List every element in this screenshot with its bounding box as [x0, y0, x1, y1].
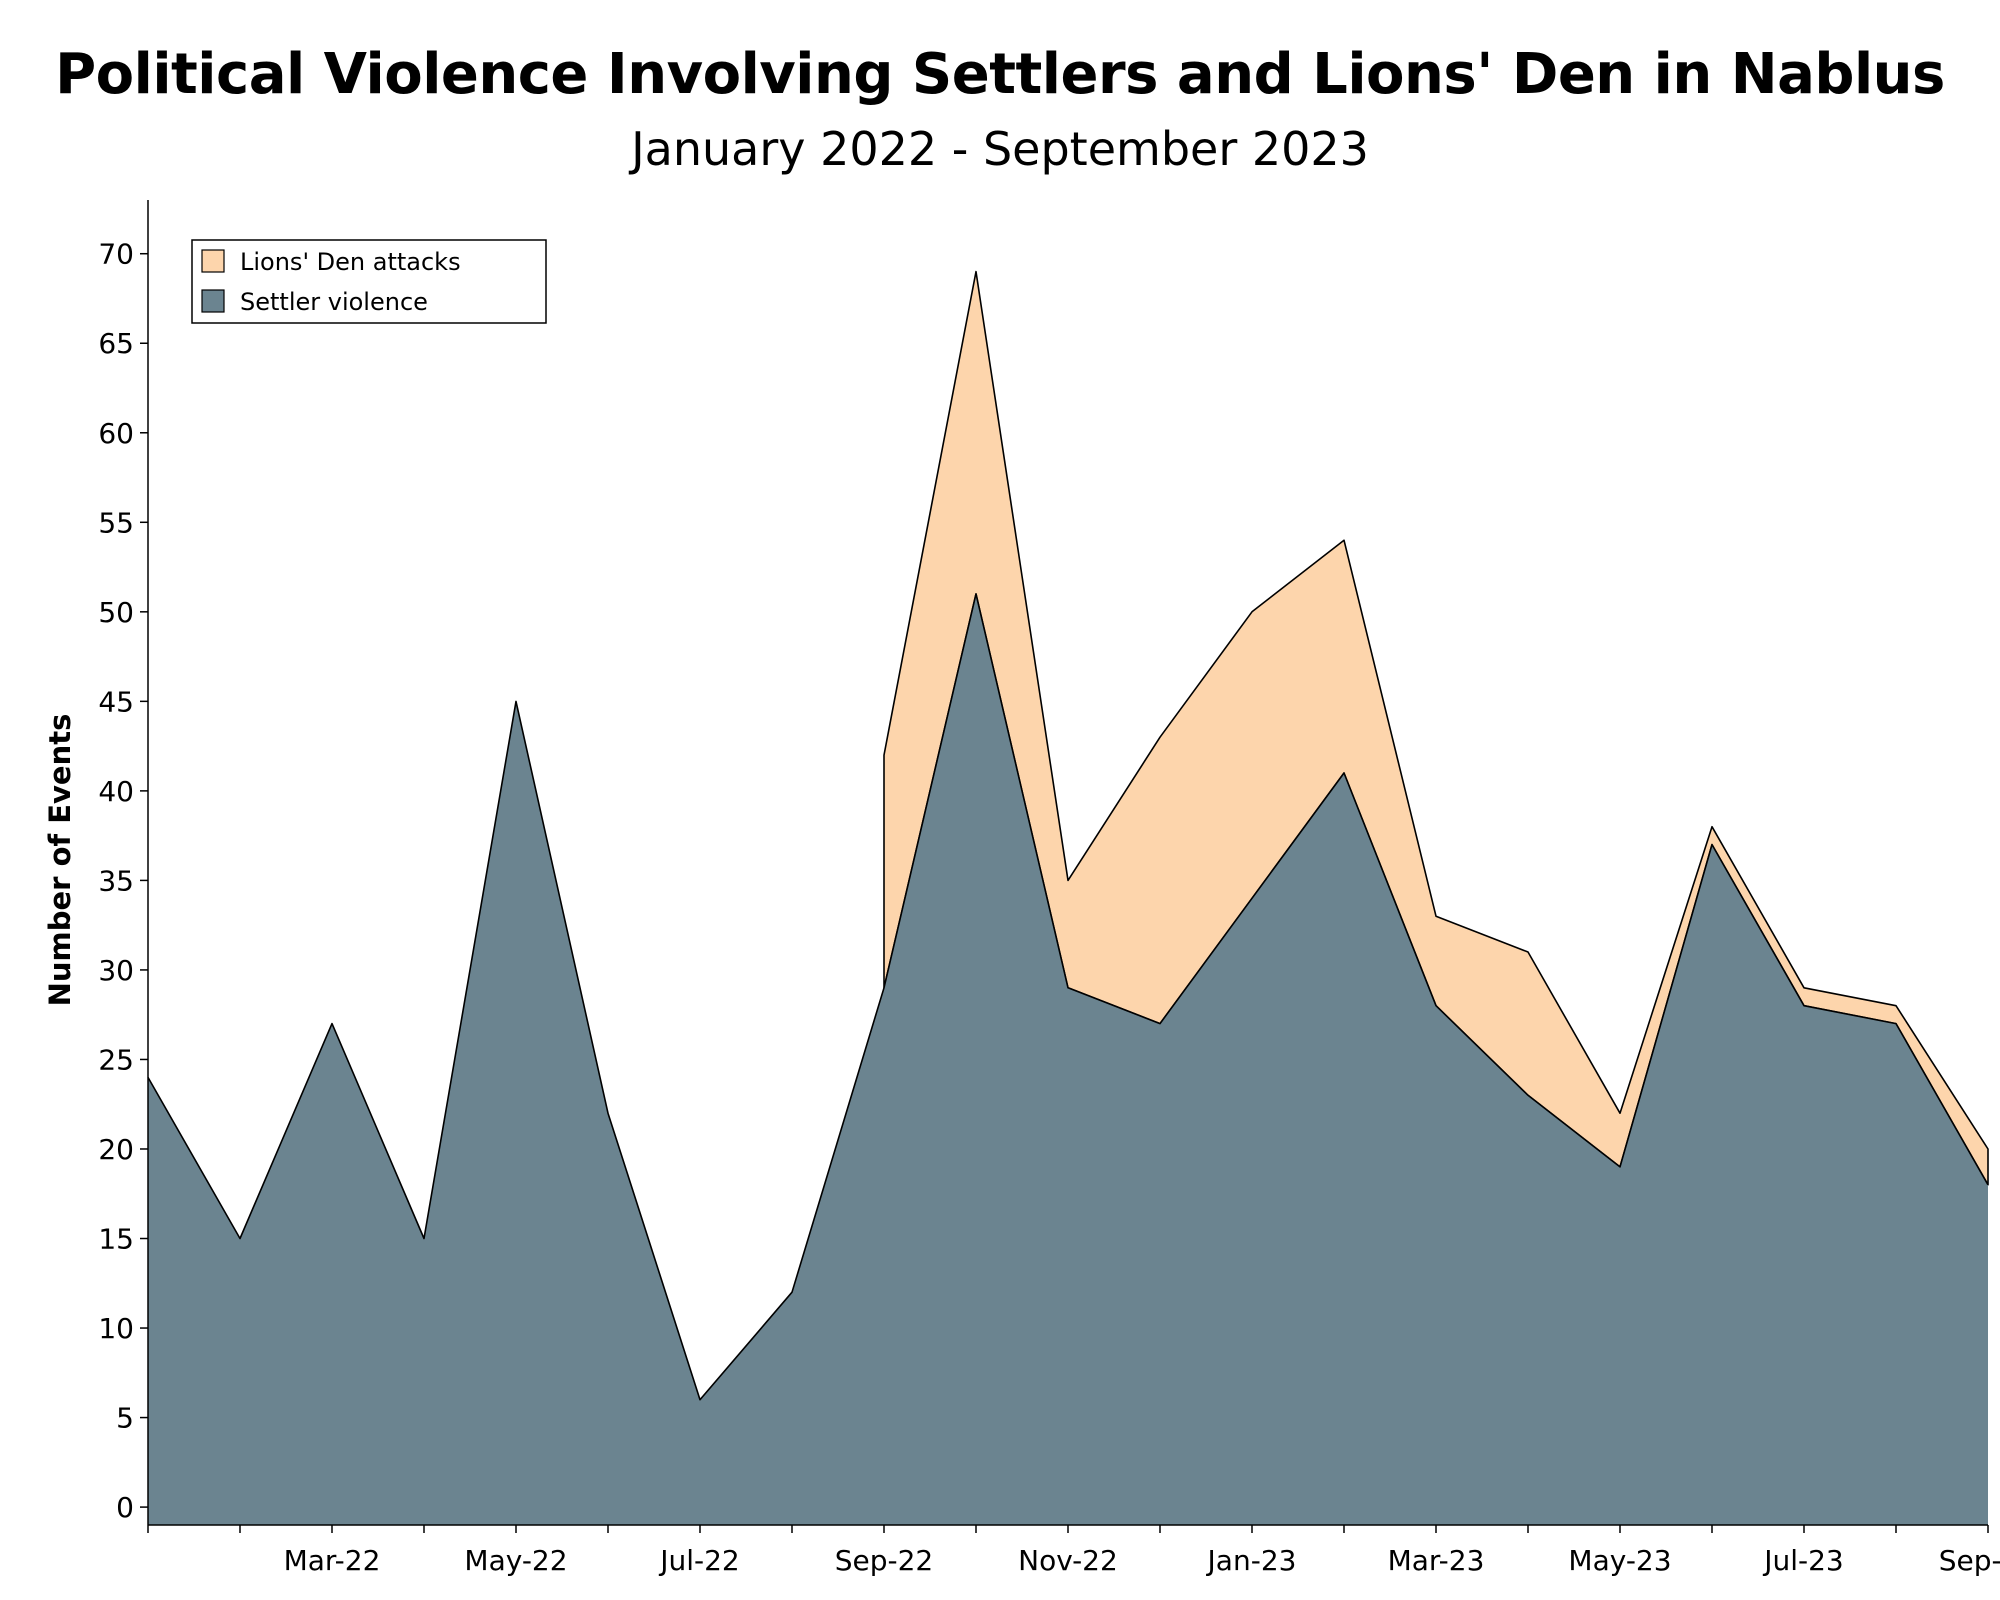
x-tick-label: Sep-22: [835, 1544, 934, 1577]
y-tick-label: 30: [98, 954, 134, 987]
legend-swatch-settler-violence: [201, 289, 225, 313]
stacked-areas: [147, 270, 1989, 1525]
chart-subtitle: January 2022 - September 2023: [631, 122, 1369, 176]
y-tick-label: 0: [116, 1491, 134, 1524]
x-tick-label: Jul-23: [1762, 1544, 1844, 1577]
x-tick-label: Mar-22: [284, 1544, 381, 1577]
line-settler-violence: [147, 593, 1989, 1401]
y-tick-label: 25: [98, 1043, 134, 1076]
x-tick-label: Mar-23: [1388, 1544, 1485, 1577]
x-tick-label: Jul-22: [658, 1544, 740, 1577]
y-tick-label: 20: [98, 1133, 134, 1166]
x-tick-label: Jan-23: [1206, 1544, 1297, 1577]
chart-title: Political Violence Involving Settlers an…: [55, 42, 1945, 107]
axes: 0 5 10 15 20 25 30 35 40 45 50 55 60 65 70 Mar-22 May-22…: [98, 200, 2000, 1577]
x-tick-label: Sep-23: [1939, 1544, 2000, 1577]
legend-swatch-lions-den: [201, 249, 225, 273]
y-tick-label: 65: [98, 327, 134, 360]
legend-label-settler-violence: Settler violence: [240, 288, 428, 316]
legend-label-lions-den: Lions' Den attacks: [240, 248, 461, 276]
y-tick-label: 35: [98, 864, 134, 897]
y-tick-label: 45: [98, 685, 134, 718]
y-tick-label: 55: [98, 506, 134, 539]
y-tick-label: 10: [98, 1312, 134, 1345]
legend-box: [191, 239, 547, 324]
y-tick-label: 50: [98, 596, 134, 629]
x-tick-label: May-22: [464, 1544, 567, 1577]
x-tick-label: May-23: [1568, 1544, 1671, 1577]
y-tick-label: 5: [116, 1402, 134, 1435]
y-tick-label: 15: [98, 1223, 134, 1256]
y-tick-label: 60: [98, 417, 134, 450]
y-tick-label: 40: [98, 775, 134, 808]
y-tick-label: 70: [98, 238, 134, 271]
legend: Lions' Den attacks Settler violence: [191, 239, 547, 324]
y-axis-label: Number of Events: [43, 714, 77, 1007]
area-settler-violence: [148, 593, 1988, 1525]
x-tick-label: Nov-22: [1018, 1544, 1118, 1577]
